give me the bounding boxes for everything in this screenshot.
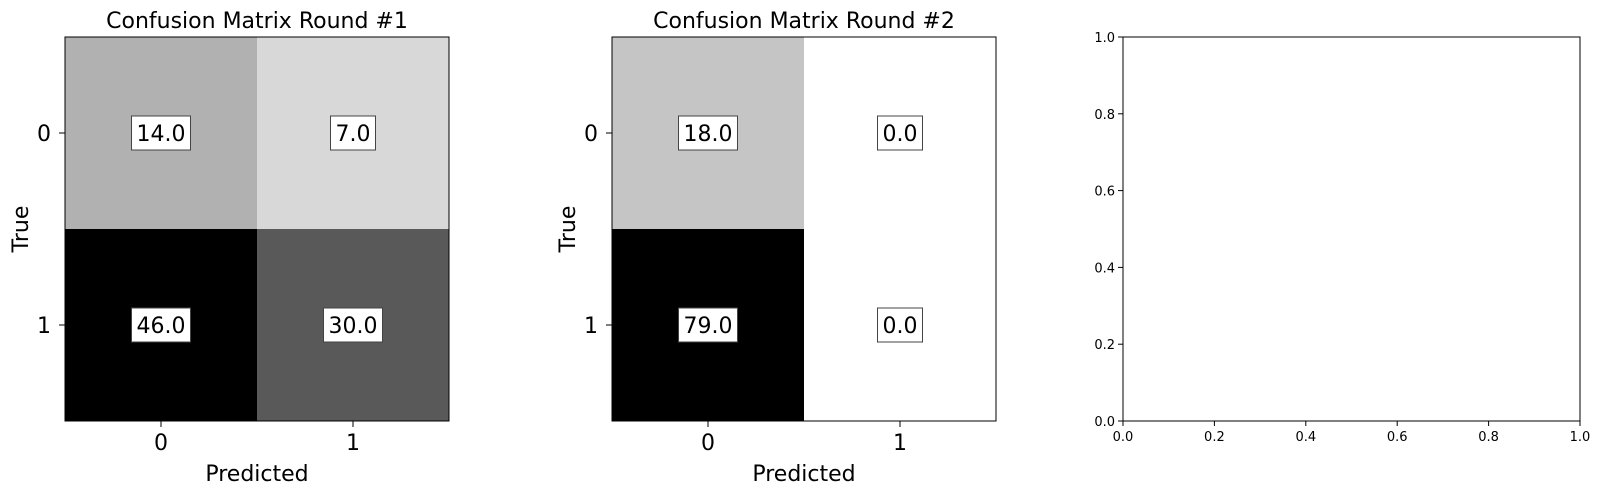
confusion-matrix-panel-2: Confusion Matrix Round #2 18.0 0.0 79.0 0.0… bbox=[556, 9, 997, 487]
x-tick-label: 0.8 bbox=[1478, 430, 1499, 445]
cell-label-box bbox=[877, 307, 923, 343]
x-tick-label: 0.4 bbox=[1295, 430, 1316, 445]
cell-label-box bbox=[678, 307, 738, 343]
x-tick-label: 0.6 bbox=[1387, 430, 1408, 445]
cell-value-text: 30.0 bbox=[329, 314, 378, 339]
y-tick-label: 1 bbox=[37, 314, 51, 339]
cell-value-label: 0.0 bbox=[877, 115, 923, 151]
plot-frame bbox=[1122, 36, 1581, 422]
x-tick-label: 1 bbox=[893, 431, 907, 456]
x-tick-label: 1 bbox=[346, 431, 360, 456]
cell-value-label: 46.0 bbox=[131, 307, 191, 343]
cell-value-label: 0.0 bbox=[877, 307, 923, 343]
plot-frame bbox=[611, 36, 997, 422]
x-axis-label: Predicted bbox=[752, 462, 855, 487]
empty-axes-panel: 0.0 0.2 0.4 0.6 0.8 1.0 0.0 0.2 0.4 0.6 0.8 1.0 bbox=[1094, 31, 1590, 445]
y-tick-label: 0.4 bbox=[1094, 261, 1115, 276]
x-tick-label: 0.0 bbox=[1113, 430, 1134, 445]
cell-value-label: 30.0 bbox=[323, 307, 383, 343]
cell-label-box bbox=[131, 307, 191, 343]
cell-value-text: 18.0 bbox=[684, 122, 733, 147]
y-tick-label: 0.6 bbox=[1094, 185, 1115, 200]
x-axis-label: Predicted bbox=[205, 462, 308, 487]
y-tick-label: 0.8 bbox=[1094, 108, 1115, 123]
cell-label-box bbox=[131, 115, 191, 151]
plot-frame bbox=[64, 36, 450, 422]
cell-value-label: 79.0 bbox=[678, 307, 738, 343]
y-tick-label: 0.2 bbox=[1094, 338, 1115, 353]
y-tick-label: 1 bbox=[584, 314, 598, 339]
cell-value-label: 18.0 bbox=[678, 115, 738, 151]
confusion-matrix-panel-1: Confusion Matrix Round #1 14.0 7.0 46.0 30.… bbox=[9, 9, 450, 487]
y-tick-label: 0 bbox=[37, 122, 51, 147]
cell-value-text: 46.0 bbox=[137, 314, 186, 339]
cell-value-text: 0.0 bbox=[883, 314, 918, 339]
x-tick-label: 0 bbox=[154, 431, 168, 456]
chart-title: Confusion Matrix Round #2 bbox=[653, 9, 955, 34]
y-tick-label: 1.0 bbox=[1094, 31, 1115, 46]
y-tick-label: 0.0 bbox=[1094, 415, 1115, 430]
y-axis-label: True bbox=[556, 206, 581, 254]
cell-value-text: 0.0 bbox=[883, 122, 918, 147]
x-tick-label: 0.2 bbox=[1204, 430, 1225, 445]
x-tick-label: 0 bbox=[701, 431, 715, 456]
cell-label-box bbox=[877, 115, 923, 151]
cell-value-text: 79.0 bbox=[684, 314, 733, 339]
cell-value-label: 14.0 bbox=[131, 115, 191, 151]
x-tick-label: 1.0 bbox=[1570, 430, 1591, 445]
y-tick-label: 0 bbox=[584, 122, 598, 147]
cell-label-box bbox=[330, 115, 376, 151]
cell-label-box bbox=[678, 115, 738, 151]
cell-value-label: 7.0 bbox=[330, 115, 376, 151]
cell-value-text: 14.0 bbox=[137, 122, 186, 147]
cell-value-text: 7.0 bbox=[336, 122, 371, 147]
cell-label-box bbox=[323, 307, 383, 343]
y-axis-label: True bbox=[9, 206, 34, 254]
chart-title: Confusion Matrix Round #1 bbox=[106, 9, 408, 34]
